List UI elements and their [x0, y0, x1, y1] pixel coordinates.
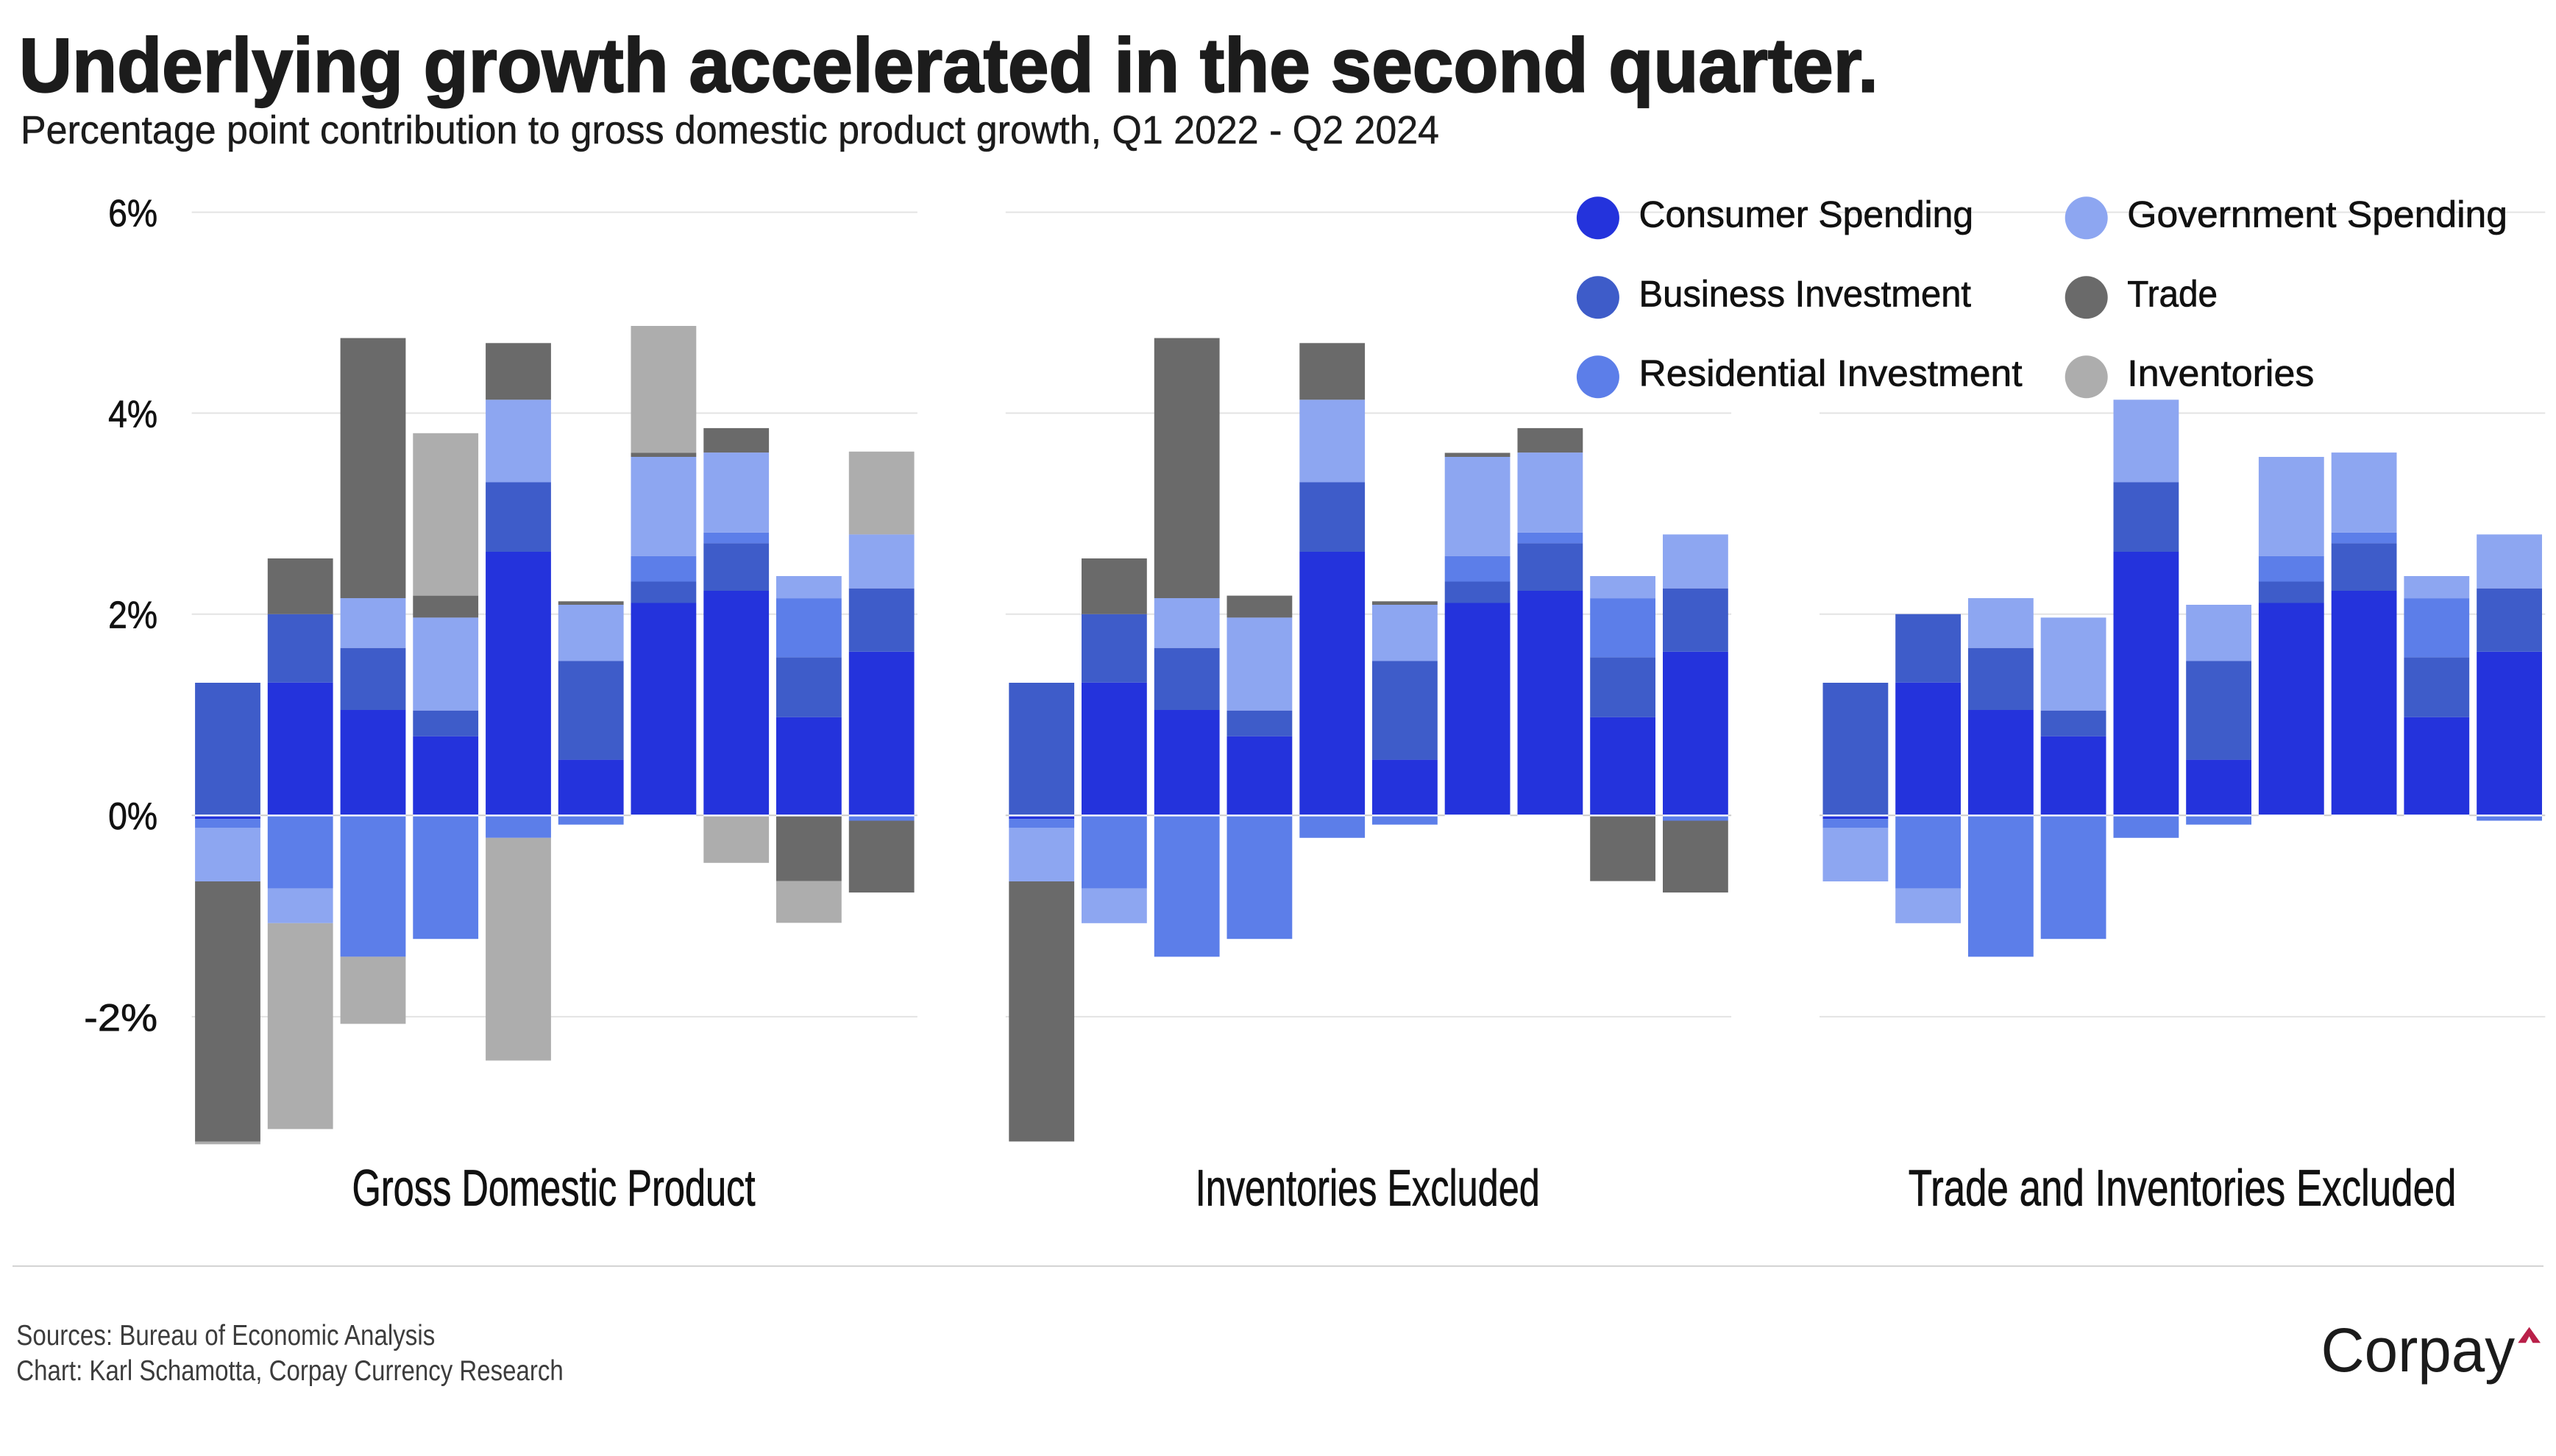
- svg-text:Underlying growth accelerated: Underlying growth accelerated in the sec…: [19, 23, 1878, 108]
- svg-text:6%: 6%: [108, 192, 157, 235]
- svg-text:Government Spending: Government Spending: [2127, 193, 2507, 235]
- svg-text:Percentage point contribution: Percentage point contribution to gross d…: [21, 108, 1439, 152]
- svg-text:Corpay: Corpay: [2321, 1315, 2516, 1385]
- svg-text:Inventories Excluded: Inventories Excluded: [1196, 1159, 1540, 1216]
- svg-text:Residential Investment: Residential Investment: [1639, 352, 2023, 394]
- svg-text:Inventories: Inventories: [2127, 352, 2314, 394]
- svg-text:Sources: Bureau of Economic An: Sources: Bureau of Economic Analysis: [16, 1320, 435, 1352]
- svg-text:Trade and Inventories Excluded: Trade and Inventories Excluded: [1909, 1159, 2457, 1216]
- svg-text:-2%: -2%: [84, 997, 157, 1040]
- svg-text:Trade: Trade: [2127, 273, 2218, 314]
- svg-text:Consumer Spending: Consumer Spending: [1639, 193, 1974, 235]
- svg-text:Gross Domestic Product: Gross Domestic Product: [352, 1159, 756, 1216]
- svg-text:2%: 2%: [108, 594, 157, 637]
- svg-text:4%: 4%: [108, 393, 157, 436]
- svg-text:Chart: Karl Schamotta, Corpay: Chart: Karl Schamotta, Corpay Currency R…: [16, 1355, 564, 1387]
- svg-text:0%: 0%: [108, 795, 157, 838]
- svg-text:Business Investment: Business Investment: [1639, 273, 1972, 314]
